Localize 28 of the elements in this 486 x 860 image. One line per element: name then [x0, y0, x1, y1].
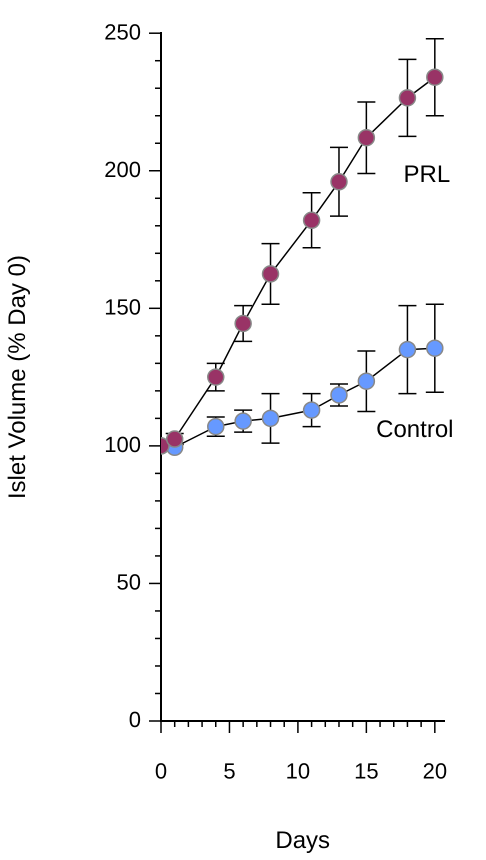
point: [302, 212, 320, 230]
x-tick-label: 15: [354, 758, 379, 784]
y-tick-label: 0: [128, 707, 141, 732]
x-tick-label: 5: [223, 758, 236, 784]
y-tick-label: 150: [104, 294, 141, 320]
point: [398, 340, 416, 358]
y-tick-label: 200: [104, 156, 141, 182]
point: [426, 339, 444, 357]
x-tick-label: 10: [286, 758, 310, 784]
x-axis-title: Days: [275, 827, 330, 854]
point: [358, 372, 376, 390]
point: [330, 173, 348, 191]
point: [262, 265, 280, 283]
x-tick-label: 20: [422, 758, 448, 784]
y-tick-label: 50: [116, 570, 141, 595]
point: [398, 89, 416, 107]
y-axis-title: Islet Volume (% Day 0): [4, 255, 32, 500]
point: [358, 128, 376, 146]
point: [302, 401, 320, 419]
y-tick-label: 100: [104, 432, 141, 457]
point: [234, 314, 252, 332]
x-tick-label: 0: [154, 758, 168, 784]
series-label: PRL: [403, 160, 450, 188]
point: [262, 410, 280, 428]
y-tick-label: 250: [104, 19, 141, 44]
series-label: Control: [376, 416, 454, 443]
point: [426, 68, 444, 86]
point: [207, 368, 225, 386]
